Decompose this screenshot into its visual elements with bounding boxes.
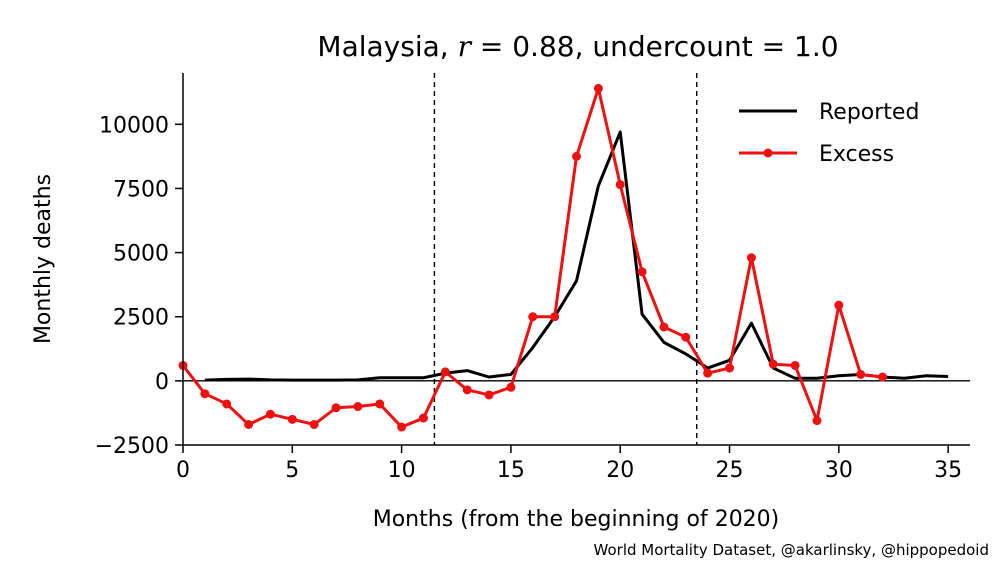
legend-reported-label: Reported [819,100,919,125]
data-point-excess-16 [528,312,538,322]
data-point-excess-17 [550,312,560,322]
data-point-excess-9 [375,399,385,409]
data-point-excess-32 [878,372,888,382]
data-point-excess-29 [812,416,822,426]
x-tick-label-0: 0 [176,458,190,483]
data-point-excess-20 [615,180,625,190]
data-point-excess-28 [790,360,800,370]
data-point-excess-18 [572,151,581,161]
legend: Reported Excess [739,100,919,167]
data-point-excess-2 [222,399,232,409]
x-tick-label-6: 30 [825,458,853,483]
y-tick-label-2: 2500 [113,306,169,331]
data-point-excess-8 [353,402,363,412]
chart-title-prefix: Malaysia, [317,30,457,63]
data-point-excess-23 [681,332,691,342]
vertical-reference-lines [433,73,698,445]
data-point-excess-30 [834,300,844,310]
y-ticks: −2500 0 2500 5000 7500 10000 [95,113,183,459]
data-point-excess-12 [440,367,450,377]
data-point-excess-1 [200,389,210,399]
series-layer [178,83,949,432]
legend-excess-label: Excess [819,142,894,167]
y-tick-label-0: −2500 [95,434,169,459]
data-point-excess-21 [637,267,647,277]
data-point-excess-7 [331,403,341,413]
x-tick-label-1: 5 [285,458,299,483]
y-tick-label-3: 5000 [113,242,169,267]
data-point-excess-15 [506,382,516,392]
chart-title-r-symbol: r [458,30,473,63]
data-point-excess-22 [659,322,669,332]
data-point-excess-6 [309,419,319,429]
legend-excess-marker [763,148,773,158]
x-tick-label-3: 15 [497,458,525,483]
x-tick-label-7: 35 [934,458,962,483]
y-tick-label-5: 10000 [99,113,169,138]
data-point-excess-24 [703,368,713,378]
chart-title-rest: = 0.88, undercount = 1.0 [471,30,839,63]
y-tick-label-1: 0 [155,370,169,395]
data-point-excess-5 [287,414,297,424]
data-point-excess-11 [418,413,428,423]
x-axis-label: Months (from the beginning of 2020) [373,507,780,532]
data-point-excess-10 [397,422,407,432]
x-ticks: 0 5 10 15 20 25 30 35 [176,445,962,483]
series-line-reported [204,130,949,382]
chart-title: Malaysia, r = 0.88, undercount = 1.0 [317,30,838,63]
data-point-excess-27 [768,359,778,369]
data-point-excess-14 [484,390,494,400]
y-axis-label: Monthly deaths [31,174,56,344]
data-point-excess-13 [462,385,472,395]
x-tick-label-5: 25 [716,458,744,483]
x-tick-label-4: 20 [606,458,634,483]
data-point-excess-31 [856,369,866,379]
data-point-excess-19 [593,83,603,93]
x-tick-label-2: 10 [388,458,416,483]
data-point-excess-3 [244,419,254,429]
y-tick-label-4: 7500 [113,177,169,202]
data-point-excess-25 [725,363,735,373]
series-line-excess [181,86,883,429]
data-point-excess-26 [746,253,756,263]
credit-text: World Mortality Dataset, @akarlinsky, @h… [594,541,989,559]
data-point-excess-4 [265,409,275,419]
